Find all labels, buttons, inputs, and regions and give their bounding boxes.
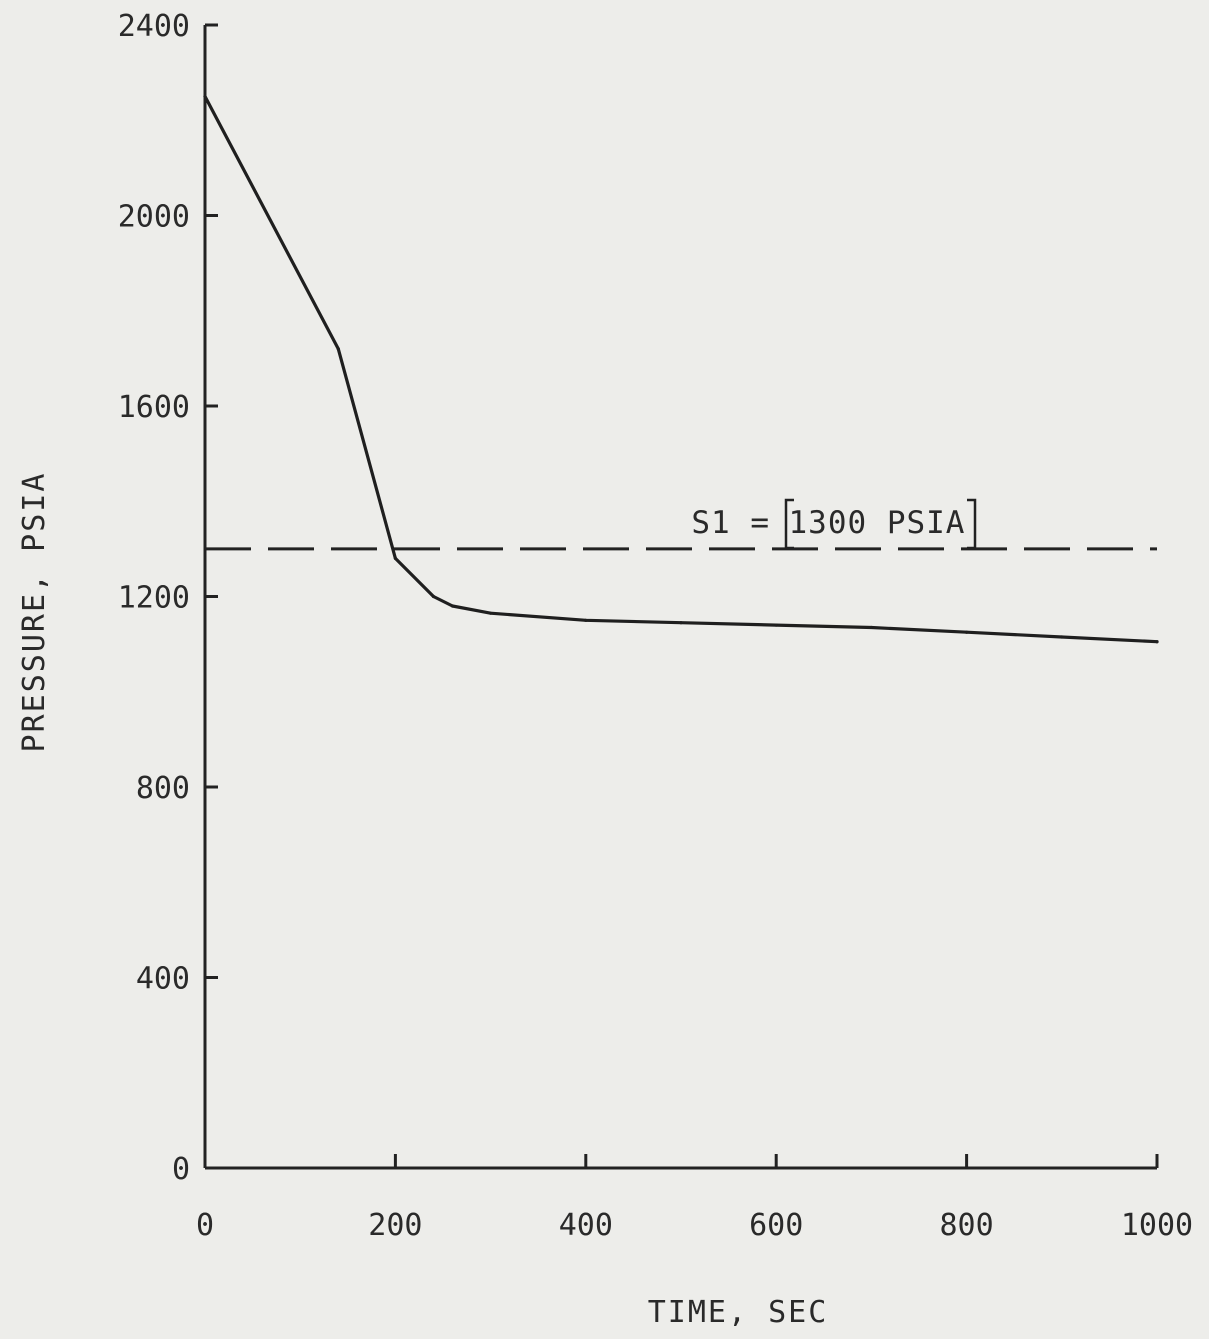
y-tick-label: 0 xyxy=(172,1152,190,1187)
setpoint-label-prefix: S1 = xyxy=(691,505,770,541)
x-tick-label: 200 xyxy=(368,1208,422,1243)
y-tick-label: 1600 xyxy=(118,390,190,425)
bracket-right xyxy=(967,498,977,550)
x-tick-label: 1000 xyxy=(1121,1208,1193,1243)
series-line-0 xyxy=(203,94,1159,644)
setpoint-label-value: 1300 PSIA xyxy=(789,505,966,541)
y-axis-title: PRESSURE, PSIA xyxy=(17,472,52,753)
axes: 0 400 800 1200 1600 2000 2400 0 200 400 600 800 1000 xyxy=(118,9,1193,1243)
series-point xyxy=(679,621,683,625)
series-point xyxy=(584,618,588,622)
series-point xyxy=(431,594,436,599)
series-point xyxy=(336,347,340,351)
y-tick-label: 2000 xyxy=(118,200,190,235)
series-point xyxy=(489,611,493,615)
series-point xyxy=(869,625,874,630)
bracket-left xyxy=(784,498,794,550)
series-point xyxy=(1060,635,1064,639)
y-tick-label: 800 xyxy=(136,771,190,806)
series-point xyxy=(450,604,455,608)
series-point xyxy=(393,556,397,561)
x-tick-label: 800 xyxy=(940,1208,994,1243)
x-tick-label: 600 xyxy=(749,1208,803,1243)
x-tick-label: 0 xyxy=(196,1208,214,1243)
series-point xyxy=(965,630,969,634)
series-point xyxy=(1155,640,1159,644)
y-tick-label: 1200 xyxy=(118,581,190,616)
setpoint-reference xyxy=(205,498,1157,551)
y-tick-label: 2400 xyxy=(118,9,190,44)
x-tick-label: 400 xyxy=(559,1208,613,1243)
series-point xyxy=(774,623,778,627)
x-axis-title: TIME, SEC xyxy=(648,1295,829,1330)
y-tick-label: 400 xyxy=(136,962,190,997)
series-group xyxy=(203,94,1159,644)
